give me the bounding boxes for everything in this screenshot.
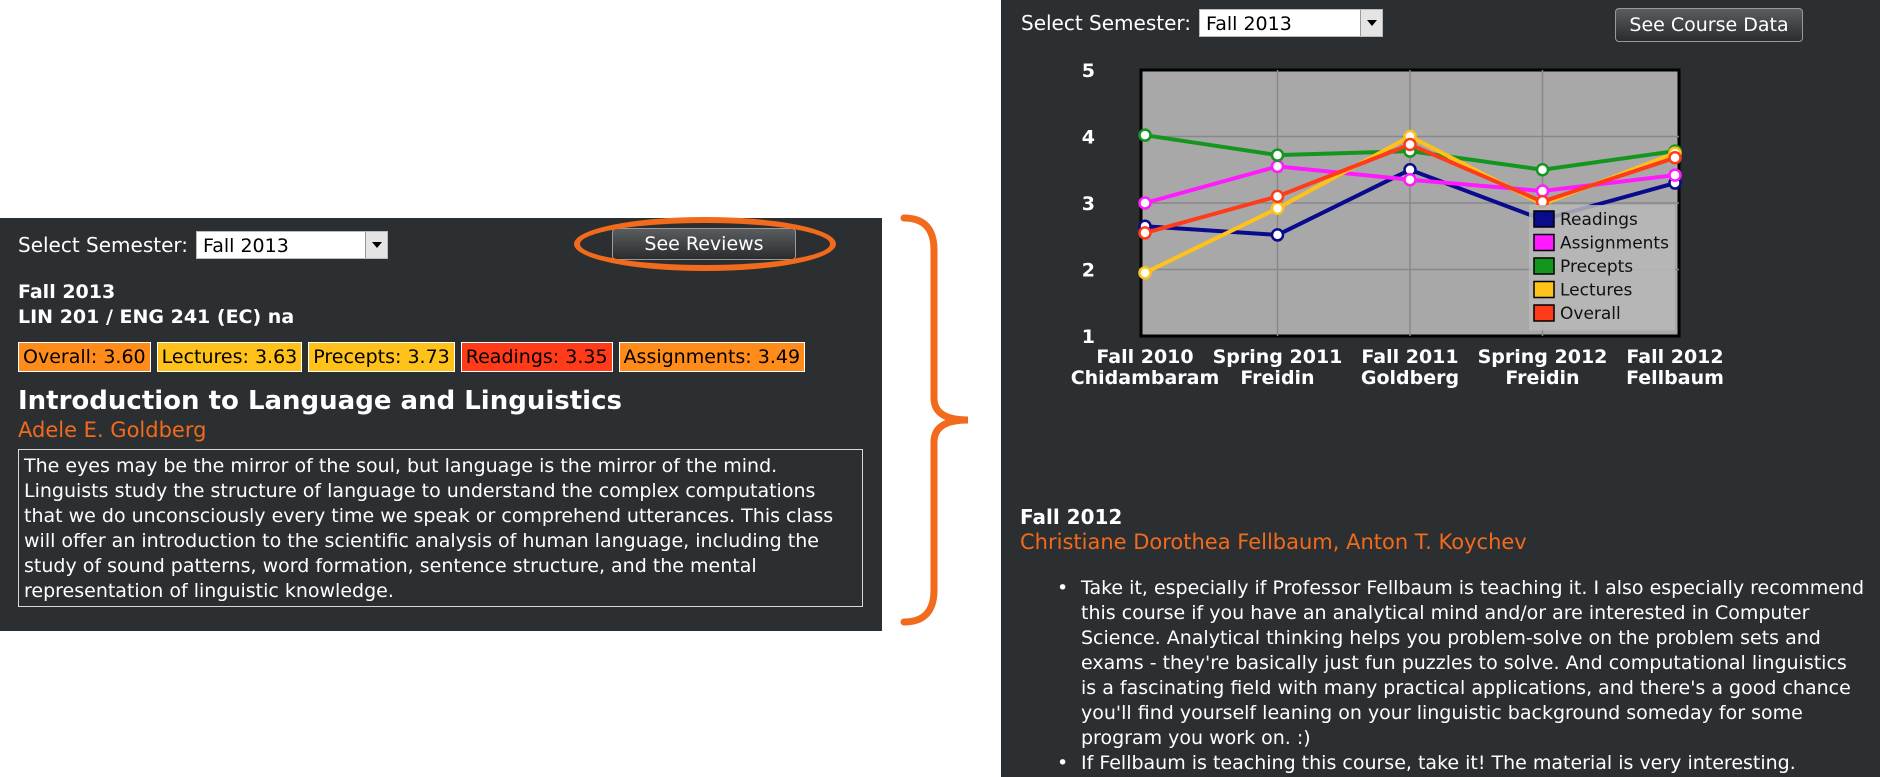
data-point-overall <box>1668 151 1682 165</box>
legend-label: Overall <box>1560 304 1621 324</box>
rating-badge: Precepts: 3.73 <box>308 342 455 372</box>
rating-badge: Lectures: 3.63 <box>156 342 303 372</box>
y-tick-label: 2 <box>1082 260 1095 282</box>
y-tick-label: 3 <box>1082 193 1095 215</box>
course-data-panel: Select Semester: Fall 2013 See Course Da… <box>1001 0 1880 777</box>
data-point-readings <box>1270 228 1285 242</box>
bullet-icon: • <box>1057 752 1069 774</box>
legend-swatch <box>1533 304 1555 322</box>
semester-select-value: Fall 2013 <box>203 235 289 257</box>
x-tick-label: Fall 2012 <box>1626 346 1723 368</box>
semester-select-value: Fall 2013 <box>1206 13 1292 35</box>
course-title: Introduction to Language and Linguistics <box>18 386 622 416</box>
legend-label: Readings <box>1560 210 1638 230</box>
course-instructor[interactable]: Adele E. Goldberg <box>18 418 207 442</box>
data-point-overall <box>1270 189 1285 204</box>
legend-label: Precepts <box>1560 257 1633 277</box>
review-instructors[interactable]: Christiane Dorothea Fellbaum, Anton T. K… <box>1020 530 1527 554</box>
legend-label: Lectures <box>1560 281 1632 301</box>
x-tick-label: Goldberg <box>1361 367 1459 389</box>
x-tick-label: Chidambaram <box>1071 367 1220 389</box>
review-item: • Take it, especially if Professor Fellba… <box>1057 576 1865 751</box>
data-point-precepts <box>1138 128 1152 142</box>
bracket-connector <box>900 214 969 626</box>
bullet-icon: • <box>1057 577 1069 599</box>
ratings-row: Overall: 3.60 Lectures: 3.63 Precepts: 3.7… <box>18 342 806 372</box>
review-item: • If Fellbaum is teaching this course, ta… <box>1057 751 1865 776</box>
chevron-down-icon[interactable] <box>1360 10 1383 36</box>
data-point-assignments <box>1535 184 1550 198</box>
x-tick-label: Spring 2012 <box>1478 346 1608 368</box>
course-term: Fall 2013 <box>18 281 116 303</box>
semester-select[interactable]: Fall 2013 <box>196 231 389 259</box>
x-tick-label: Freidin <box>1240 367 1314 389</box>
rating-badge: Readings: 3.35 <box>460 342 613 372</box>
highlight-ellipse <box>574 217 836 271</box>
review-term: Fall 2012 <box>1020 505 1123 529</box>
data-point-overall <box>1403 137 1417 152</box>
legend-swatch <box>1533 210 1555 228</box>
legend-swatch <box>1533 280 1555 299</box>
semester-select[interactable]: Fall 2013 <box>1199 9 1384 37</box>
course-listing: LIN 201 / ENG 241 (EC) na <box>18 306 295 328</box>
data-point-assignments <box>1668 168 1682 182</box>
data-point-assignments <box>1403 172 1417 187</box>
x-tick-label: Freidin <box>1505 367 1579 389</box>
data-point-lectures <box>1270 201 1285 216</box>
legend-swatch <box>1533 233 1555 252</box>
y-tick-label: 5 <box>1082 60 1095 82</box>
data-point-assignments <box>1138 196 1152 210</box>
chevron-down-icon[interactable] <box>365 232 388 258</box>
data-point-assignments <box>1270 159 1285 174</box>
course-description: The eyes may be the mirror of the soul, … <box>18 449 863 607</box>
see-course-data-button[interactable]: See Course Data <box>1615 8 1803 42</box>
course-summary-panel: Select Semester: Fall 2013 See Reviews F… <box>0 217 882 631</box>
semester-selector-row: Select Semester: Fall 2013 <box>18 230 389 260</box>
data-point-overall <box>1138 226 1152 240</box>
legend-swatch <box>1533 257 1555 275</box>
reviews-list: • Take it, especially if Professor Fellba… <box>1057 576 1865 776</box>
x-tick-label: Fall 2011 <box>1361 346 1458 368</box>
x-tick-label: Fellbaum <box>1626 367 1724 389</box>
legend-label: Assignments <box>1560 234 1669 254</box>
data-point-precepts <box>1270 148 1285 162</box>
semester-selector-row: Select Semester: Fall 2013 <box>1021 8 1384 38</box>
rating-badge: Assignments: 3.49 <box>618 342 806 372</box>
select-semester-label: Select Semester: <box>1021 11 1192 35</box>
review-text: Take it, especially if Professor Fellbau… <box>1081 577 1865 749</box>
y-tick-label: 1 <box>1082 326 1095 348</box>
data-point-precepts <box>1535 163 1550 177</box>
x-tick-label: Fall 2010 <box>1096 346 1193 368</box>
y-tick-label: 4 <box>1082 127 1095 149</box>
x-tick-label: Spring 2011 <box>1213 346 1343 368</box>
data-point-lectures <box>1138 266 1152 280</box>
select-semester-label: Select Semester: <box>18 233 189 257</box>
review-text: If Fellbaum is teaching this course, tak… <box>1081 752 1796 774</box>
rating-badge: Overall: 3.60 <box>18 342 151 372</box>
